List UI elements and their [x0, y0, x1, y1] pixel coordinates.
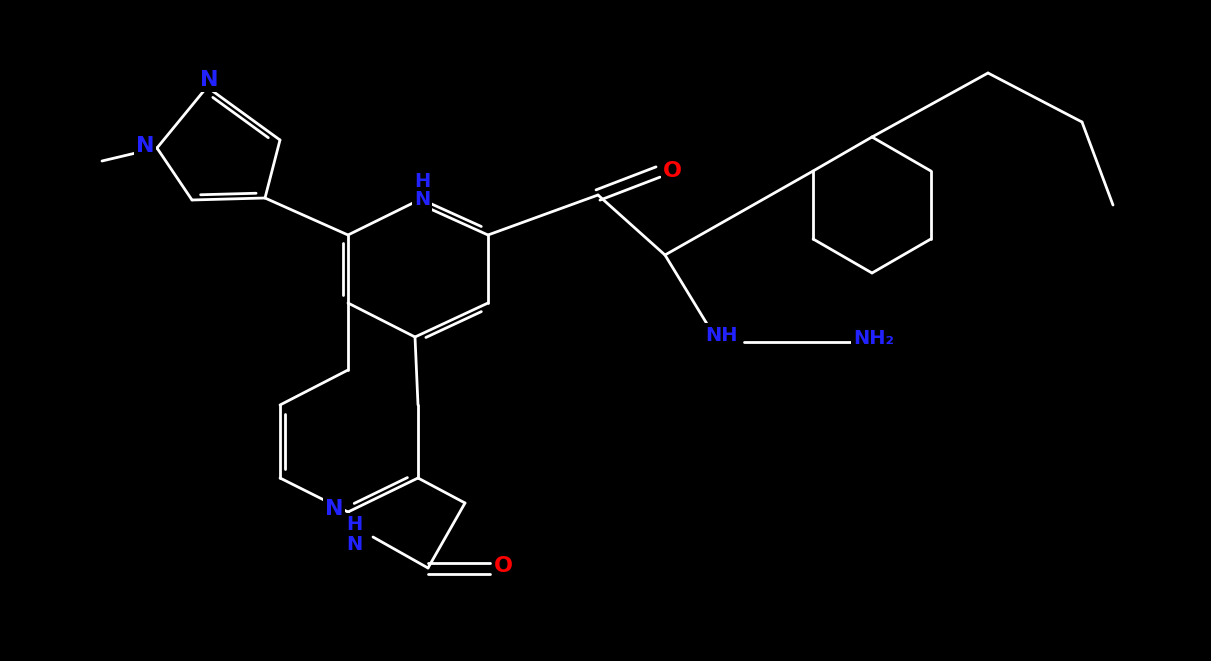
Text: H: H: [414, 171, 430, 190]
Text: O: O: [494, 556, 512, 576]
Text: N: N: [414, 190, 430, 208]
Text: NH: NH: [705, 325, 737, 344]
Text: N: N: [325, 499, 343, 519]
Text: NH₂: NH₂: [854, 329, 895, 348]
Text: H: H: [346, 516, 362, 535]
Text: N: N: [200, 70, 218, 90]
Text: O: O: [662, 161, 682, 181]
Text: N: N: [346, 535, 362, 553]
Text: N: N: [136, 136, 154, 156]
